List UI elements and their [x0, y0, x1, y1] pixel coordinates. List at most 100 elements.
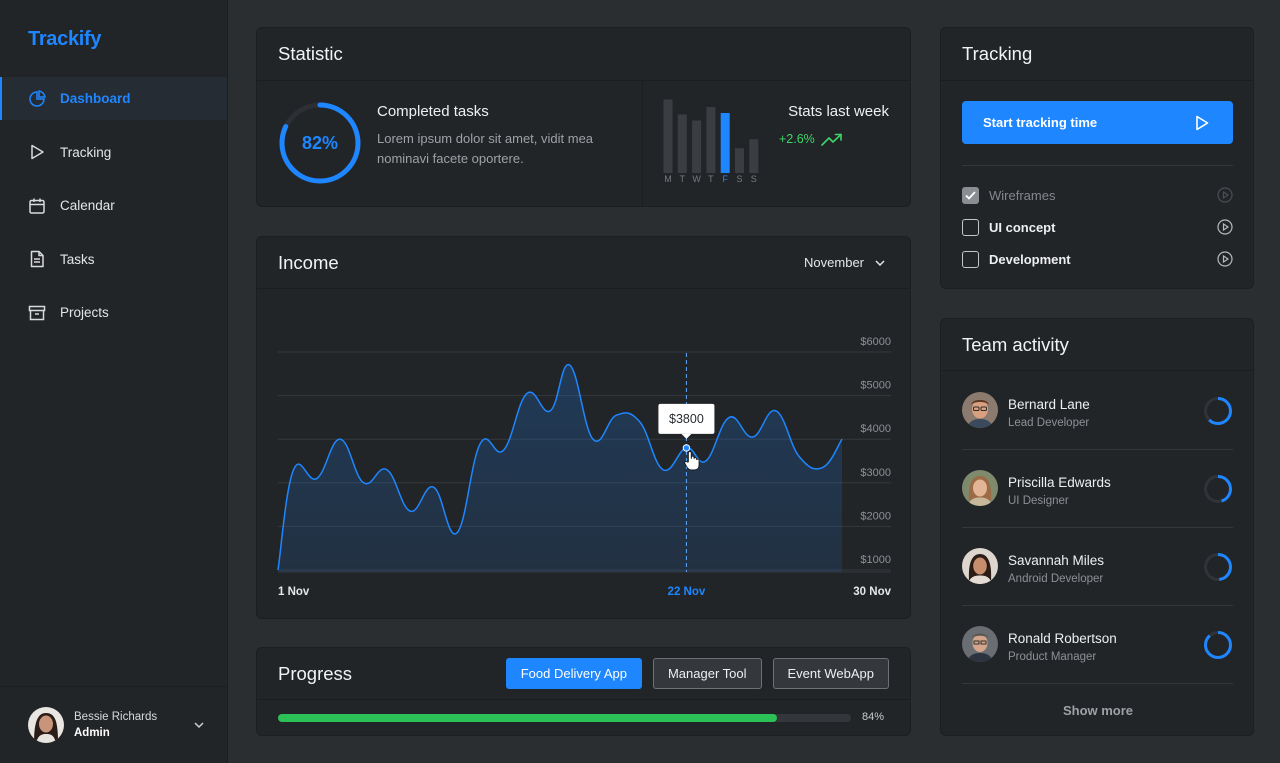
- activity-ring: [1204, 553, 1232, 581]
- hand-cursor-icon: [684, 451, 700, 471]
- tracking-title: Tracking: [962, 43, 1033, 64]
- progress-bar-fill: [278, 714, 777, 722]
- tab-food-delivery-app[interactable]: Food Delivery App: [505, 658, 642, 689]
- divider: [257, 699, 910, 700]
- chevron-down-icon[interactable]: [193, 719, 205, 731]
- chart-tooltip: $3800: [658, 403, 715, 439]
- member-role: UI Designer: [1008, 495, 1069, 507]
- task-checkbox[interactable]: [962, 250, 979, 268]
- trend-up-icon: [820, 133, 842, 146]
- completed-progress-ring: [279, 102, 361, 184]
- income-area: [278, 364, 842, 572]
- archive-icon: [28, 304, 46, 322]
- income-chart[interactable]: $3800 1 Nov 22 Nov 30 Nov $6000 $5000 $4000 $…: [257, 289, 912, 620]
- start-tracking-label: Start tracking time: [983, 115, 1098, 130]
- play-circle-icon[interactable]: [1217, 187, 1233, 203]
- progress-percent: 84%: [861, 711, 884, 723]
- user-profile[interactable]: Bessie Richards Admin: [0, 686, 227, 763]
- activity-ring: [1204, 631, 1232, 659]
- month-select-value: November: [804, 255, 864, 270]
- member-name: Bernard Lane: [1008, 397, 1090, 412]
- tab-manager-tool[interactable]: Manager Tool: [652, 658, 762, 689]
- week-day-label: F: [722, 174, 729, 184]
- sidebar: Trackify Dashboard Tracking Calendar Tas…: [0, 0, 228, 763]
- statistic-title: Statistic: [278, 43, 343, 64]
- divider: [642, 80, 643, 207]
- pie-chart-icon: [28, 89, 46, 108]
- avatar: [962, 626, 998, 662]
- y-tick-label: $4000: [860, 423, 891, 435]
- hover-point[interactable]: [682, 444, 691, 452]
- week-day-label: S: [750, 174, 758, 184]
- team-activity-card: Team activity Bernard Lane Lead Develope…: [940, 318, 1254, 736]
- sidebar-item-label: Tracking: [60, 144, 112, 160]
- week-bar: [706, 107, 716, 173]
- sidebar-item-label: Tasks: [60, 251, 95, 267]
- task-checkbox[interactable]: [962, 186, 979, 204]
- month-select[interactable]: November: [804, 255, 886, 270]
- week-day-label: T: [708, 174, 714, 184]
- completed-tasks-description: Lorem ipsum dolor sit amet, vidit mea no…: [377, 131, 594, 166]
- stats-change-value: +2.6%: [779, 132, 815, 146]
- stats-change: +2.6%: [779, 132, 843, 146]
- member-role: Product Manager: [1008, 651, 1097, 663]
- week-bar: [692, 120, 702, 173]
- play-icon: [1196, 115, 1209, 131]
- progress-card: Progress Food Delivery App Manager Tool …: [256, 647, 911, 736]
- divider: [257, 288, 910, 289]
- divider: [962, 165, 1233, 166]
- tab-event-webapp[interactable]: Event WebApp: [772, 658, 889, 689]
- task-row-development: Development: [962, 249, 1233, 269]
- chevron-down-icon: [875, 259, 885, 266]
- completed-percent: 82%: [301, 132, 339, 153]
- sidebar-item-projects[interactable]: Projects: [0, 291, 227, 334]
- week-day-label: S: [736, 174, 743, 184]
- play-circle-icon[interactable]: [1217, 219, 1233, 235]
- team-member[interactable]: Priscilla Edwards UI Designer: [962, 453, 1233, 531]
- sidebar-item-tasks[interactable]: Tasks: [0, 238, 227, 281]
- play-circle-icon[interactable]: [1217, 251, 1233, 267]
- team-member[interactable]: Bernard Lane Lead Developer: [962, 375, 1233, 453]
- sidebar-item-label: Dashboard: [60, 91, 131, 106]
- start-tracking-button[interactable]: Start tracking time: [962, 101, 1233, 144]
- show-more-button[interactable]: Show more: [1062, 703, 1134, 718]
- week-bar: [735, 148, 744, 173]
- progress-title: Progress: [278, 663, 353, 684]
- divider: [962, 605, 1233, 606]
- week-bar: [749, 139, 759, 173]
- tracking-card: Tracking Start tracking time Wireframes …: [940, 27, 1254, 289]
- avatar: [962, 470, 998, 506]
- week-day-label: T: [679, 174, 686, 184]
- user-name: Bessie Richards: [74, 711, 158, 723]
- divider: [941, 80, 1253, 81]
- week-bar: [720, 113, 730, 173]
- statistic-card: Statistic 82% Completed tasks Lorem ipsu…: [256, 27, 911, 207]
- y-tick-label: $6000: [860, 336, 891, 348]
- task-label: Development: [989, 251, 1071, 267]
- sidebar-item-dashboard[interactable]: Dashboard: [0, 77, 227, 120]
- user-info: Bessie Richards Admin: [74, 711, 157, 739]
- team-member[interactable]: Ronald Robertson Product Manager: [962, 609, 1233, 687]
- app-logo[interactable]: Trackify: [28, 28, 102, 50]
- task-row-wireframes: Wireframes: [962, 185, 1233, 205]
- play-icon: [28, 143, 46, 161]
- team-activity-title: Team activity: [962, 334, 1069, 355]
- task-label: Wireframes: [989, 187, 1056, 203]
- document-icon: [28, 250, 46, 268]
- team-member[interactable]: Savannah Miles Android Developer: [962, 531, 1233, 609]
- divider: [962, 449, 1233, 450]
- task-checkbox[interactable]: [962, 218, 979, 236]
- sidebar-item-calendar[interactable]: Calendar: [0, 184, 227, 227]
- y-tick-label: $2000: [860, 510, 891, 522]
- week-bar: [677, 114, 687, 173]
- task-label: UI concept: [989, 219, 1056, 235]
- sidebar-item-tracking[interactable]: Tracking: [0, 131, 227, 174]
- activity-ring: [1204, 475, 1232, 503]
- income-line: [277, 364, 843, 571]
- divider: [962, 527, 1233, 528]
- sidebar-nav: Dashboard Tracking Calendar Tasks Projec…: [0, 77, 227, 345]
- project-tabs: Food Delivery App Manager Tool Event Web…: [505, 658, 889, 689]
- week-day-label: W: [692, 174, 702, 184]
- avatar: [962, 392, 998, 428]
- y-tick-label: $1000: [860, 554, 891, 566]
